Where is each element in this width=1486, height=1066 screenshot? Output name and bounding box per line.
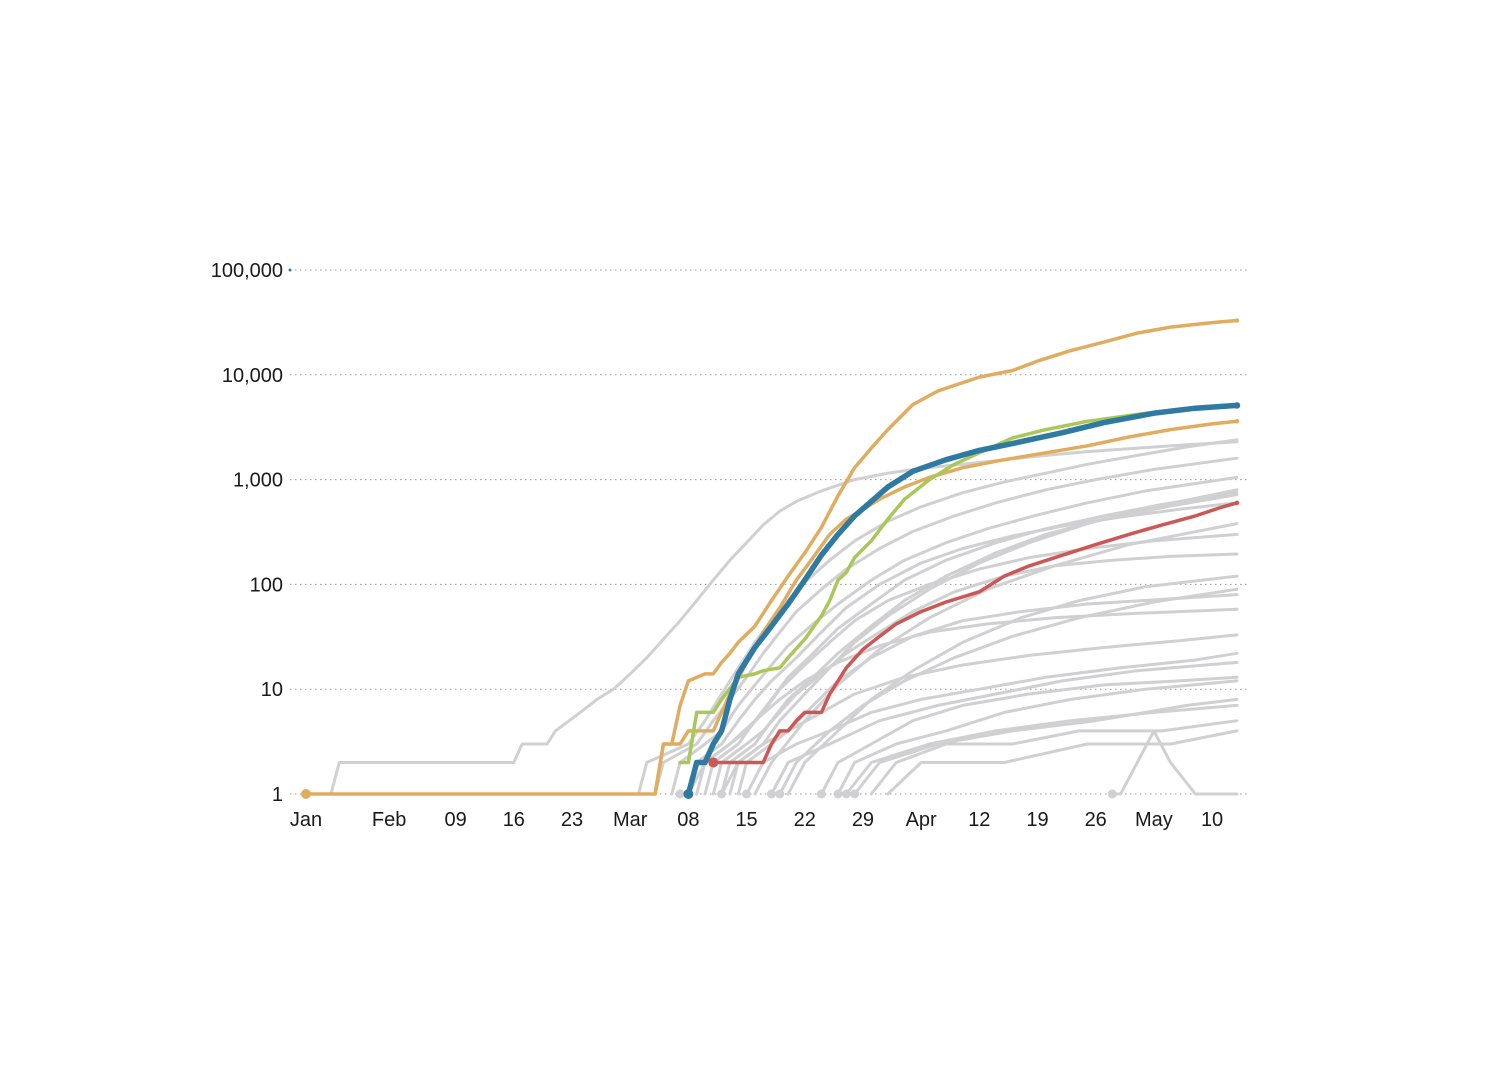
- background-series-line: [670, 475, 1239, 796]
- background-series-line: [786, 574, 1239, 796]
- highlight-series-line-blue: [685, 402, 1240, 797]
- x-tick-label: 10: [1201, 809, 1223, 831]
- background-series-line: [778, 587, 1239, 796]
- background-series-line: [653, 456, 1239, 796]
- series-start-marker: [767, 789, 776, 799]
- series-start-marker: [742, 789, 752, 799]
- background-series-line: [836, 679, 1239, 796]
- highlight-series-line-red: [711, 501, 1239, 765]
- series-start-marker: [816, 789, 826, 799]
- x-tick-label: 29: [852, 809, 874, 831]
- background-series-line: [753, 522, 1239, 796]
- series-start-marker: [833, 789, 843, 799]
- x-tick-label: 09: [445, 809, 467, 831]
- highlight-series-group: [304, 318, 1241, 797]
- series-start-marker-blue: [683, 789, 694, 799]
- x-tick-label: May: [1135, 809, 1173, 831]
- x-tick-label: Feb: [372, 809, 406, 831]
- gridlines: [288, 268, 1250, 795]
- y-tick-label: 10: [261, 679, 283, 701]
- series-start-marker-red: [708, 757, 719, 768]
- x-tick-label: Mar: [613, 809, 648, 831]
- background-series-line: [819, 675, 1239, 796]
- series-start-marker: [841, 789, 851, 799]
- series-start-marker: [717, 789, 727, 799]
- background-series-line: [711, 552, 1239, 796]
- background-series-line: [853, 697, 1239, 796]
- x-axis-labels: Jan Feb 09 16 23 Mar 08 15 22 29 Apr 12 19 26 May 10: [290, 809, 1223, 831]
- series-end-point-orange: [1234, 318, 1240, 323]
- x-tick-label: 26: [1085, 809, 1107, 831]
- series-start-marker-orange: [301, 789, 311, 799]
- x-tick-label: Apr: [906, 809, 937, 831]
- background-series-line: [1110, 729, 1239, 796]
- series-start-marker: [675, 789, 685, 799]
- y-axis-labels: 1 10 100 1,000 10,000 100,000: [211, 260, 283, 806]
- background-series-line: [329, 440, 1239, 796]
- background-series-line: [686, 501, 1239, 796]
- y-tick-label: 1,000: [233, 470, 283, 492]
- start-markers-group: [301, 757, 1117, 799]
- x-tick-label: 15: [735, 809, 757, 831]
- x-tick-label: 12: [968, 809, 990, 831]
- y-tick-label: 100: [250, 574, 283, 596]
- highlight-series-line-orange: [653, 419, 1239, 796]
- series-end-point-blue: [1233, 402, 1241, 409]
- y-tick-label: 1: [272, 784, 283, 806]
- background-series-line: [844, 703, 1239, 796]
- series-start-marker: [775, 789, 785, 799]
- series-start-marker: [850, 789, 860, 799]
- y-tick-label: 10,000: [222, 365, 283, 387]
- series-start-marker: [1107, 789, 1117, 799]
- background-series-line: [720, 633, 1239, 796]
- axis-dot: [288, 268, 292, 272]
- background-series-line: [886, 729, 1239, 796]
- x-tick-label: 08: [677, 809, 699, 831]
- background-series-group: [329, 438, 1239, 796]
- x-tick-label: 23: [561, 809, 583, 831]
- highlight-series-line-orange: [304, 318, 1239, 796]
- x-tick-label: 16: [503, 809, 525, 831]
- y-tick-label: 100,000: [211, 260, 283, 282]
- highlight-series-line-green: [678, 402, 1239, 765]
- background-series-line: [745, 651, 1239, 796]
- x-tick-label: 19: [1026, 809, 1048, 831]
- x-tick-label: Jan: [290, 809, 322, 831]
- x-tick-label: 22: [794, 809, 816, 831]
- background-series-line: [703, 491, 1239, 796]
- background-series-line: [728, 488, 1239, 796]
- background-series-line: [869, 719, 1239, 796]
- series-end-point-red: [1234, 500, 1240, 506]
- series-end-point-orange: [1234, 419, 1240, 424]
